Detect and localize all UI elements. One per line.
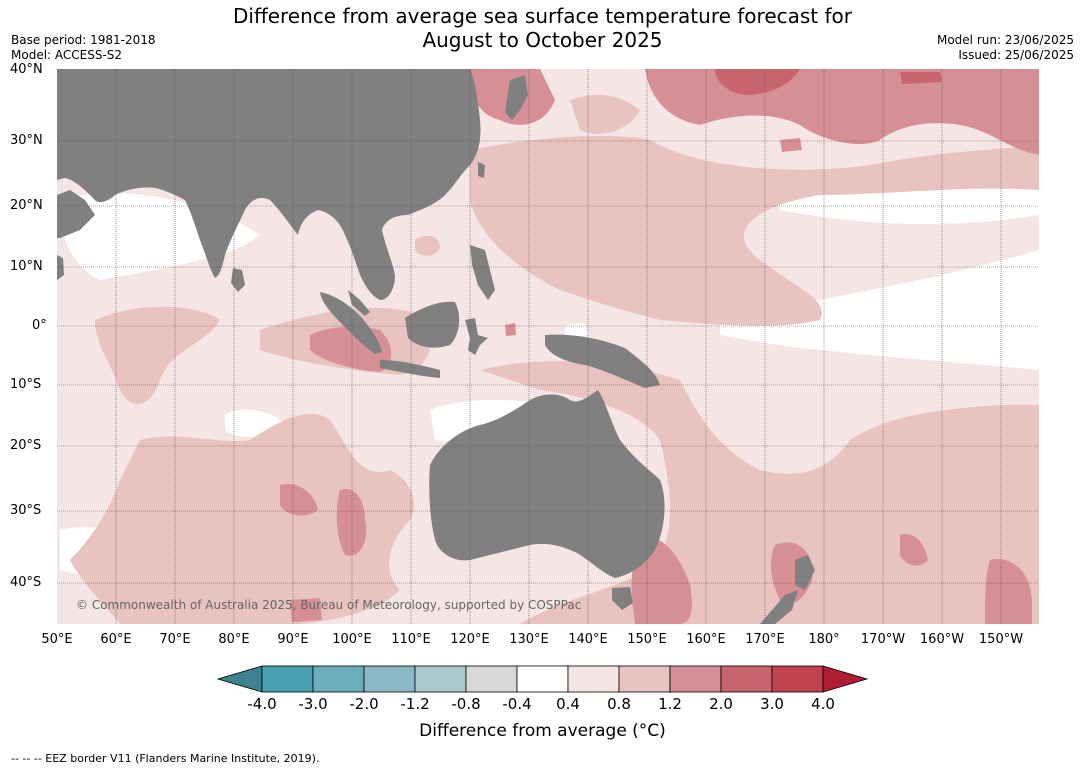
lon-label: 120°E <box>450 632 490 647</box>
land-masses <box>57 69 815 624</box>
colorbar-tick: -2.0 <box>349 695 379 713</box>
colorbar-label: Difference from average (°C) <box>419 721 666 741</box>
base-period: Base period: 1981-2018 <box>11 33 156 47</box>
lon-label: 80°E <box>218 632 250 647</box>
colorbar-extend-high <box>822 665 869 693</box>
colorbar-swatch <box>567 665 620 693</box>
colorbar-swatch <box>261 665 314 693</box>
lon-label: 160°W <box>919 632 965 647</box>
colorbar-tick: -0.8 <box>451 695 481 713</box>
map-title: Difference from average sea surface temp… <box>0 4 1085 52</box>
lat-label: 20°N <box>10 198 43 213</box>
lon-label: 140°E <box>568 632 608 647</box>
copyright-notice: © Commonwealth of Australia 2025, Bureau… <box>76 598 582 612</box>
lon-label: 180° <box>808 632 840 647</box>
anomaly-2.0-3.0 <box>715 69 942 95</box>
colorbar-swatch <box>465 665 518 693</box>
lon-label: 170°E <box>745 632 785 647</box>
colorbar-swatch <box>363 665 416 693</box>
colorbar-swatch <box>414 665 467 693</box>
lon-label: 70°E <box>159 632 191 647</box>
lat-label: 0° <box>32 318 47 333</box>
colorbar-tick: 0.4 <box>556 695 580 713</box>
title-line-2: August to October 2025 <box>422 28 663 52</box>
colorbar-swatch <box>720 665 773 693</box>
colorbar-tick: 0.8 <box>607 695 631 713</box>
anomaly-0.8-1.2 <box>70 94 1039 624</box>
colorbar-swatch <box>669 665 722 693</box>
meta-right: Model run: 23/06/2025 Issued: 25/06/2025 <box>937 33 1074 63</box>
colorbar-swatch <box>618 665 671 693</box>
colorbar-swatch <box>516 665 569 693</box>
colorbar-tick: -0.4 <box>502 695 532 713</box>
lat-label: 10°S <box>10 377 42 392</box>
lat-label: 20°S <box>10 438 42 453</box>
lat-label: 10°N <box>10 259 43 274</box>
lat-label: 40°N <box>10 62 43 77</box>
colorbar-tick: 3.0 <box>760 695 784 713</box>
lon-label: 150°W <box>978 632 1024 647</box>
colorbar-tick: 2.0 <box>709 695 733 713</box>
colorbar-extend-low <box>216 665 263 693</box>
colorbar-swatch <box>312 665 365 693</box>
colorbar-tick: -3.0 <box>298 695 328 713</box>
model-name: Model: ACCESS-S2 <box>11 48 123 62</box>
colorbar-tick: -4.0 <box>247 695 277 713</box>
eez-footnote: -- -- -- EEZ border V11 (Flanders Marine… <box>11 752 320 765</box>
meta-left: Base period: 1981-2018 Model: ACCESS-S2 <box>11 33 156 63</box>
lat-label: 40°S <box>10 575 42 590</box>
graticule <box>57 69 1039 624</box>
lon-label: 100°E <box>332 632 372 647</box>
lon-label: 110°E <box>391 632 431 647</box>
map-area <box>57 69 1039 624</box>
lon-label: 60°E <box>100 632 132 647</box>
model-run: Model run: 23/06/2025 <box>936 33 1074 47</box>
colorbar-tick: 4.0 <box>811 695 835 713</box>
lon-label: 130°E <box>509 632 549 647</box>
issued-date: Issued: 25/06/2025 <box>958 48 1074 62</box>
lon-label: 90°E <box>277 632 309 647</box>
colorbar-tick: 1.2 <box>658 695 682 713</box>
lat-label: 30°S <box>10 503 42 518</box>
lon-label: 170°W <box>860 632 906 647</box>
lon-label: 50°E <box>41 632 73 647</box>
lat-label: 30°N <box>10 133 43 148</box>
lon-label: 150°E <box>627 632 667 647</box>
lon-label: 160°E <box>686 632 726 647</box>
colorbar-tick: -1.2 <box>400 695 430 713</box>
colorbar-swatch <box>771 665 824 693</box>
title-line-1: Difference from average sea surface temp… <box>232 4 852 28</box>
colorbar-swatches <box>216 665 869 693</box>
